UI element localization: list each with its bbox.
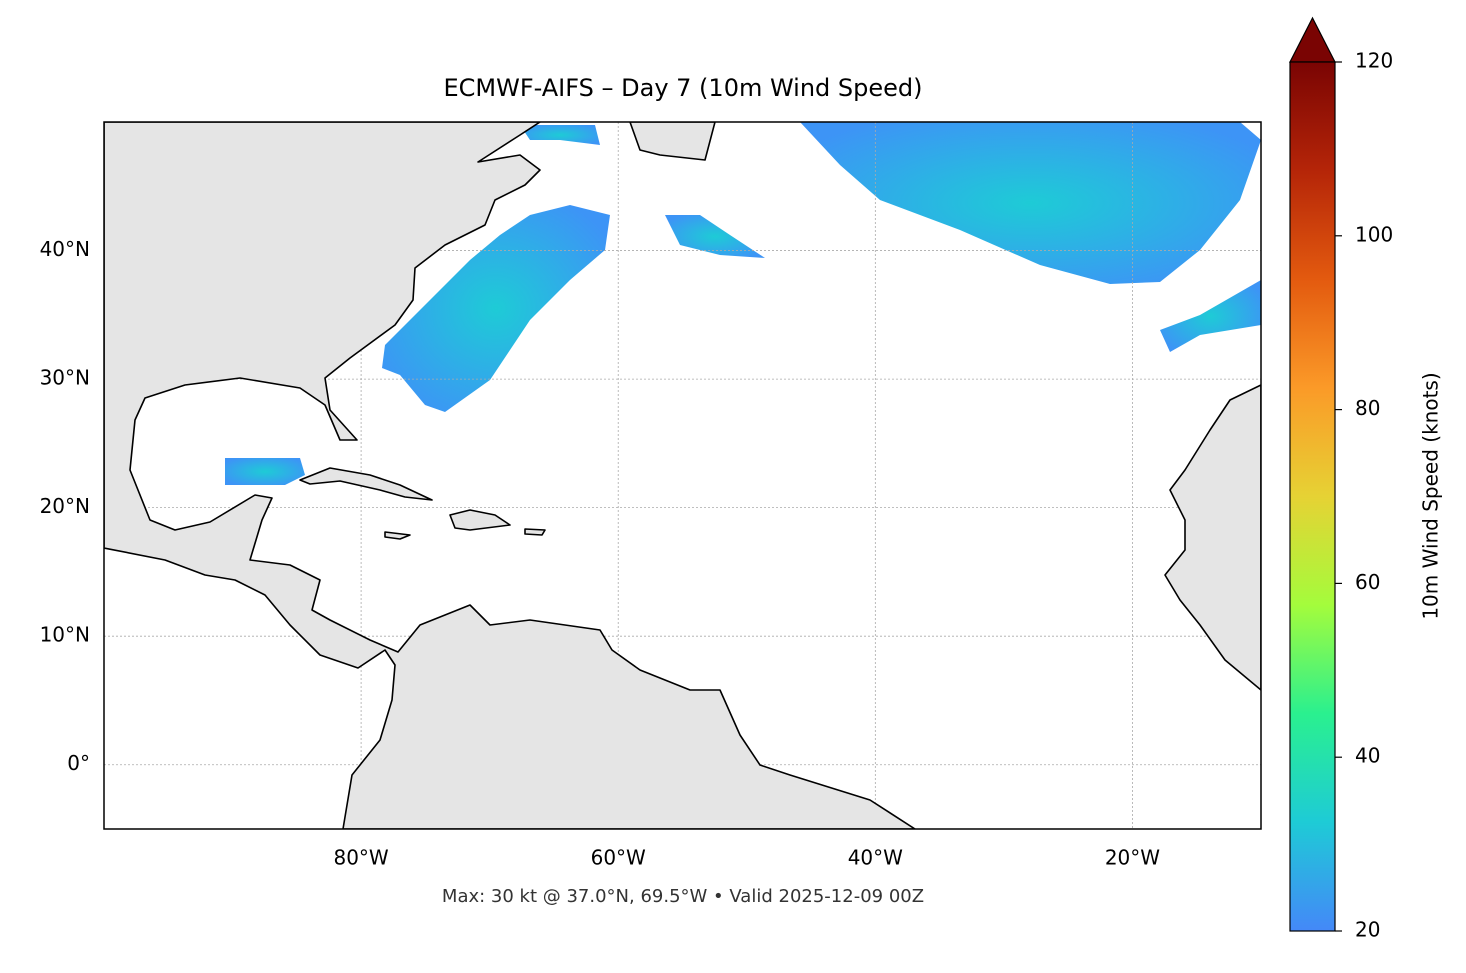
footnote: Max: 30 kt @ 37.0°N, 69.5°W • Valid 2025… bbox=[442, 886, 924, 907]
wind-area bbox=[800, 122, 1261, 284]
americas bbox=[104, 122, 916, 829]
colorbar bbox=[1289, 61, 1336, 932]
map-area bbox=[104, 122, 1261, 829]
map-frame bbox=[103, 121, 1262, 830]
colorbar-tick-label: 20 bbox=[1355, 918, 1380, 942]
newfoundland bbox=[629, 122, 716, 161]
cuba bbox=[299, 467, 433, 501]
x-tick-label: 60°W bbox=[591, 846, 646, 870]
map-title: ECMWF-AIFS – Day 7 (10m Wind Speed) bbox=[443, 74, 922, 102]
colorbar-tick-label: 120 bbox=[1355, 49, 1393, 73]
y-tick-label: 10°N bbox=[40, 623, 90, 647]
wind-area bbox=[225, 458, 305, 485]
x-tick-label: 40°W bbox=[848, 846, 903, 870]
wind-area bbox=[665, 215, 765, 258]
y-tick-label: 0° bbox=[67, 751, 90, 775]
colorbar-extension bbox=[1289, 16, 1336, 63]
wind-field bbox=[225, 122, 1261, 485]
wind-area bbox=[520, 125, 600, 145]
y-tick-label: 20°N bbox=[40, 494, 90, 518]
wind-area bbox=[1160, 280, 1261, 352]
colorbar-tick-label: 100 bbox=[1355, 222, 1393, 246]
colorbar-tick-label: 60 bbox=[1355, 570, 1380, 594]
x-tick-label: 20°W bbox=[1105, 846, 1160, 870]
colorbar-tick-label: 40 bbox=[1355, 744, 1380, 768]
y-tick-label: 40°N bbox=[40, 237, 90, 261]
y-tick-label: 30°N bbox=[40, 366, 90, 390]
wind-area bbox=[382, 205, 610, 412]
hispaniola bbox=[449, 509, 511, 531]
jamaica bbox=[384, 531, 411, 540]
puerto-rico bbox=[524, 528, 546, 536]
colorbar-label: 10m Wind Speed (knots) bbox=[1419, 372, 1443, 619]
africa bbox=[1164, 384, 1261, 691]
land bbox=[104, 122, 1261, 829]
x-tick-label: 80°W bbox=[333, 846, 388, 870]
colorbar-tick-label: 80 bbox=[1355, 396, 1380, 420]
